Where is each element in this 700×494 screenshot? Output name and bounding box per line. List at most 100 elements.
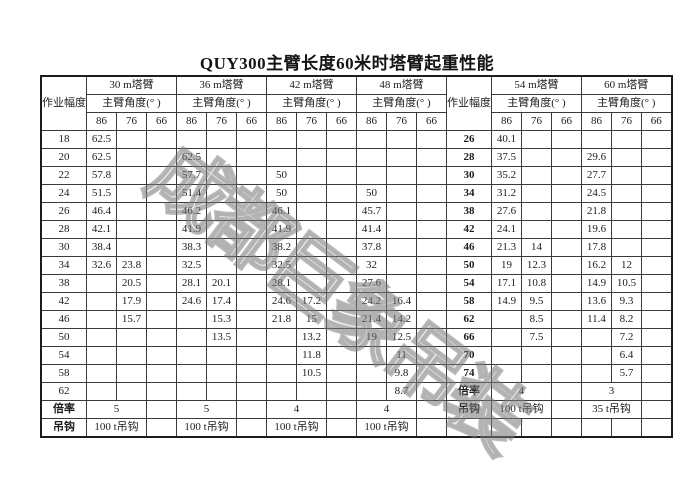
right-radius-cell: 46 bbox=[446, 238, 492, 257]
angle-value-header: 76 bbox=[116, 112, 147, 131]
left-radius-cell: 20 bbox=[40, 148, 87, 167]
left-radius-cell: 50 bbox=[40, 328, 87, 347]
right-radius-cell: 62 bbox=[446, 310, 492, 329]
capacity-cell bbox=[326, 292, 357, 311]
capacity-cell bbox=[146, 400, 177, 419]
capacity-cell: 32.5 bbox=[176, 256, 207, 275]
capacity-cell bbox=[356, 130, 387, 149]
capacity-cell: 46.1 bbox=[266, 202, 297, 221]
tower-jib-group-header: 54 m塔臂 bbox=[491, 75, 582, 95]
capacity-cell: 28.1 bbox=[266, 274, 297, 293]
capacity-cell: 19.6 bbox=[581, 220, 612, 239]
capacity-cell: 7.2 bbox=[611, 328, 642, 347]
capacity-cell bbox=[146, 382, 177, 401]
capacity-cell bbox=[296, 256, 327, 275]
capacity-cell bbox=[551, 310, 582, 329]
angle-value-header: 86 bbox=[356, 112, 387, 131]
left-radius-cell: 22 bbox=[40, 166, 87, 185]
empty-cell bbox=[521, 418, 552, 438]
capacity-cell: 21.8 bbox=[581, 202, 612, 221]
capacity-cell bbox=[356, 346, 387, 365]
capacity-cell bbox=[206, 364, 237, 383]
capacity-cell bbox=[551, 166, 582, 185]
angle-value-header: 66 bbox=[551, 112, 582, 131]
capacity-cell: 9.8 bbox=[386, 364, 417, 383]
capacity-cell bbox=[146, 310, 177, 329]
capacity-cell bbox=[551, 184, 582, 203]
capacity-cell: 16.2 bbox=[581, 256, 612, 275]
capacity-cell bbox=[416, 274, 447, 293]
capacity-cell bbox=[491, 364, 522, 383]
capacity-cell: 50 bbox=[266, 166, 297, 185]
hook-value-cell: 100 t吊钩 bbox=[266, 418, 327, 438]
capacity-cell bbox=[176, 382, 207, 401]
capacity-cell bbox=[416, 220, 447, 239]
capacity-cell bbox=[116, 148, 147, 167]
angle-value-header: 86 bbox=[176, 112, 207, 131]
capacity-cell bbox=[641, 364, 672, 383]
capacity-cell: 8.5 bbox=[521, 310, 552, 329]
capacity-cell: 13.2 bbox=[296, 328, 327, 347]
capacity-cell bbox=[416, 256, 447, 275]
boom-angle-label: 主臂角度(° ) bbox=[86, 94, 177, 113]
capacity-cell bbox=[326, 418, 357, 438]
capacity-cell bbox=[236, 328, 267, 347]
capacity-cell: 38.4 bbox=[86, 238, 117, 257]
capacity-cell: 35.2 bbox=[491, 166, 522, 185]
capacity-cell bbox=[146, 418, 177, 438]
empty-cell bbox=[446, 418, 492, 438]
capacity-cell bbox=[611, 148, 642, 167]
right-radius-cell: 38 bbox=[446, 202, 492, 221]
capacity-cell: 12.3 bbox=[521, 256, 552, 275]
capacity-cell: 17.2 bbox=[296, 292, 327, 311]
ratio-value-cell: 4 bbox=[266, 400, 327, 419]
capacity-cell bbox=[551, 382, 582, 401]
capacity-cell bbox=[551, 220, 582, 239]
capacity-cell bbox=[416, 292, 447, 311]
ratio-value-cell: 5 bbox=[176, 400, 237, 419]
right-hook-label: 吊钩 bbox=[446, 400, 492, 419]
capacity-cell bbox=[116, 166, 147, 185]
hook-value-cell: 35 t吊钩 bbox=[581, 400, 642, 419]
capacity-cell bbox=[146, 256, 177, 275]
capacity-cell bbox=[86, 364, 117, 383]
capacity-cell bbox=[326, 166, 357, 185]
right-radius-cell: 30 bbox=[446, 166, 492, 185]
capacity-cell bbox=[326, 310, 357, 329]
capacity-cell bbox=[356, 148, 387, 167]
capacity-cell bbox=[416, 400, 447, 419]
table-row: 吊钩 100 t吊钩 100 t吊钩 100 t吊钩 100 t吊钩 bbox=[40, 418, 672, 438]
capacity-cell bbox=[326, 346, 357, 365]
capacity-cell bbox=[236, 130, 267, 149]
left-radius-cell: 58 bbox=[40, 364, 87, 383]
capacity-cell: 16.4 bbox=[386, 292, 417, 311]
capacity-cell bbox=[266, 364, 297, 383]
capacity-cell bbox=[386, 238, 417, 257]
capacity-cell bbox=[521, 166, 552, 185]
left-radius-cell: 46 bbox=[40, 310, 87, 329]
capacity-cell: 28.1 bbox=[176, 274, 207, 293]
ratio-value-cell: 5 bbox=[86, 400, 147, 419]
capacity-cell bbox=[641, 346, 672, 365]
table-row: 22 57.8 57.7 50 30 35.2 27.7 bbox=[40, 166, 672, 185]
capacity-cell bbox=[611, 220, 642, 239]
right-radius-cell: 70 bbox=[446, 346, 492, 365]
capacity-cell: 17.8 bbox=[581, 238, 612, 257]
capacity-cell: 27.6 bbox=[356, 274, 387, 293]
capacity-cell bbox=[641, 292, 672, 311]
capacity-cell bbox=[356, 364, 387, 383]
angle-value-header: 76 bbox=[296, 112, 327, 131]
page-title: QUY300主臂长度60米时塔臂起重性能 bbox=[199, 54, 495, 73]
empty-cell bbox=[581, 418, 612, 438]
capacity-cell: 11 bbox=[386, 346, 417, 365]
capacity-cell: 21.4 bbox=[356, 310, 387, 329]
left-radius-cell: 62 bbox=[40, 382, 87, 401]
capacity-cell bbox=[116, 220, 147, 239]
capacity-cell: 38.3 bbox=[176, 238, 207, 257]
right-radius-cell: 26 bbox=[446, 130, 492, 149]
capacity-cell: 9.3 bbox=[611, 292, 642, 311]
capacity-cell: 17.9 bbox=[116, 292, 147, 311]
left-radius-cell: 34 bbox=[40, 256, 87, 275]
capacity-cell bbox=[86, 328, 117, 347]
